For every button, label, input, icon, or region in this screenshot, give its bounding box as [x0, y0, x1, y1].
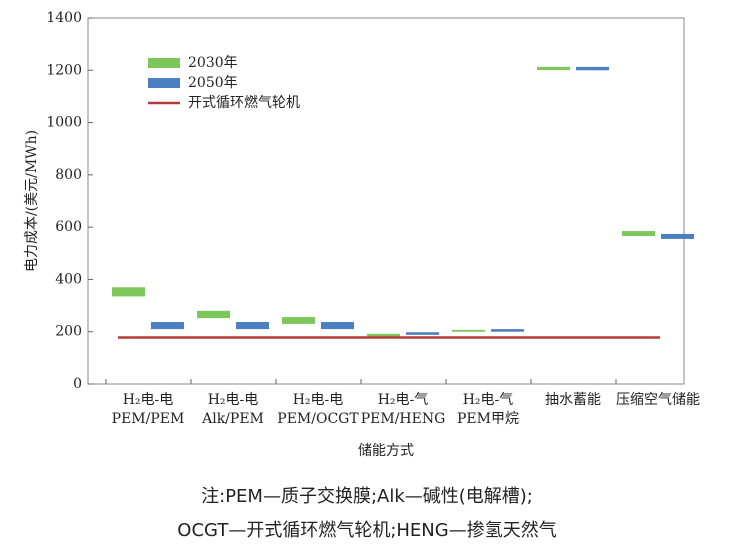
- x-tick-label: H₂电-电: [208, 392, 259, 408]
- legend-label: 2030年: [188, 55, 238, 71]
- y-tick-label: 0: [73, 376, 82, 392]
- range-bar: [321, 322, 354, 330]
- range-bar: [576, 66, 609, 71]
- legend-label: 2050年: [188, 75, 238, 91]
- x-tick-label: PEM/PEM: [112, 411, 185, 427]
- legend-swatch: [148, 78, 180, 88]
- range-bar: [406, 332, 439, 335]
- x-tick-label: H₂电-电: [123, 392, 174, 408]
- range-bar: [622, 231, 655, 237]
- x-tick-label: PEM甲烷: [457, 411, 519, 427]
- y-tick-label: 1400: [46, 10, 82, 26]
- y-tick-label: 200: [55, 324, 82, 340]
- y-tick-label: 1200: [46, 62, 82, 78]
- x-tick-label: PEM/OCGT: [277, 411, 359, 427]
- range-bar: [537, 66, 570, 71]
- x-tick-label: PEM/HENG: [361, 411, 446, 427]
- y-tick-label: 800: [55, 167, 82, 183]
- range-bar: [491, 329, 524, 332]
- note: OCGT—开式循环燃气轮机;HENG—掺氢天然气: [177, 520, 556, 541]
- range-bar: [661, 233, 694, 239]
- x-axis-label: 储能方式: [358, 443, 414, 459]
- note: 注:PEM—质子交换膜;Alk—碱性(电解槽);: [201, 486, 533, 507]
- range-bar: [367, 333, 400, 337]
- x-tick-label: H₂电-电: [293, 392, 344, 408]
- plot-frame: [87, 17, 685, 385]
- x-tick-label: 抽水蓄能: [545, 392, 601, 408]
- x-tick-label: H₂电-气: [378, 392, 429, 408]
- y-tick-label: 1000: [46, 115, 82, 131]
- range-bar: [236, 322, 269, 330]
- range-bar: [282, 317, 315, 324]
- x-tick-label: Alk/PEM: [201, 411, 264, 427]
- range-bar: [452, 329, 485, 332]
- range-bar: [197, 310, 230, 319]
- y-tick-label: 600: [55, 219, 82, 235]
- x-tick-label: 压缩空气储能: [616, 392, 700, 408]
- range-bar: [112, 287, 145, 297]
- legend-swatch: [148, 58, 180, 68]
- x-tick-label: H₂电-气: [463, 392, 514, 408]
- y-axis-label: 电力成本/(美元/MWh): [24, 130, 40, 272]
- legend-label: 开式循环燃气轮机: [188, 94, 300, 111]
- y-tick-label: 400: [55, 271, 82, 287]
- range-bar: [151, 322, 184, 330]
